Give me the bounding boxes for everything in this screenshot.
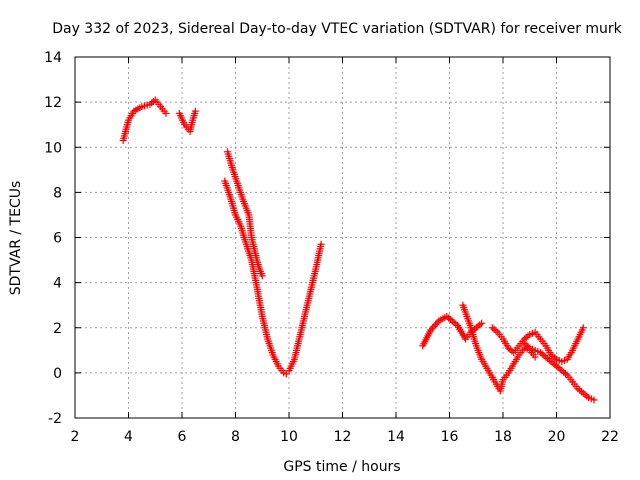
x-tick-label: 18 <box>494 429 512 445</box>
y-tick-label: 12 <box>44 95 62 111</box>
data-point <box>590 396 598 404</box>
tick-layer <box>74 56 611 419</box>
data-point <box>317 240 325 248</box>
data-point <box>478 319 486 327</box>
x-tick-label: 4 <box>124 429 133 445</box>
x-tick-label: 2 <box>71 429 80 445</box>
y-axis-label: SDTVAR / TECUs <box>8 181 24 296</box>
y-tick-label: 14 <box>44 50 62 66</box>
y-tick-label: 2 <box>53 321 62 337</box>
y-tick-label: -2 <box>48 411 62 427</box>
x-axis-label: GPS time / hours <box>283 459 400 475</box>
grid-layer <box>75 57 610 418</box>
data-point <box>162 109 170 117</box>
x-tick-label: 14 <box>387 429 405 445</box>
data-point <box>579 324 587 332</box>
data-point <box>432 321 440 329</box>
x-tick-label: 10 <box>280 429 298 445</box>
data-marks <box>119 96 598 404</box>
x-tick-label: 8 <box>231 429 240 445</box>
y-tick-label: 0 <box>53 366 62 382</box>
x-tick-labels: 2 4 6 8 10 12 14 16 18 20 22 <box>71 429 619 445</box>
y-tick-label: 10 <box>44 140 62 156</box>
x-tick-label: 16 <box>441 429 459 445</box>
y-tick-label: 6 <box>53 231 62 247</box>
y-tick-label: 4 <box>53 276 62 292</box>
x-tick-label: 22 <box>601 429 619 445</box>
data-point <box>258 272 266 280</box>
chart-title: Day 332 of 2023, Sidereal Day-to-day VTE… <box>52 21 622 37</box>
data-point <box>531 353 539 361</box>
y-tick-labels: -2 0 2 4 6 8 10 12 14 <box>44 50 62 427</box>
data-point <box>430 322 438 330</box>
data-point <box>191 107 199 115</box>
x-tick-label: 6 <box>178 429 187 445</box>
x-tick-label: 20 <box>548 429 566 445</box>
y-tick-label: 8 <box>53 185 62 201</box>
x-tick-label: 12 <box>334 429 352 445</box>
